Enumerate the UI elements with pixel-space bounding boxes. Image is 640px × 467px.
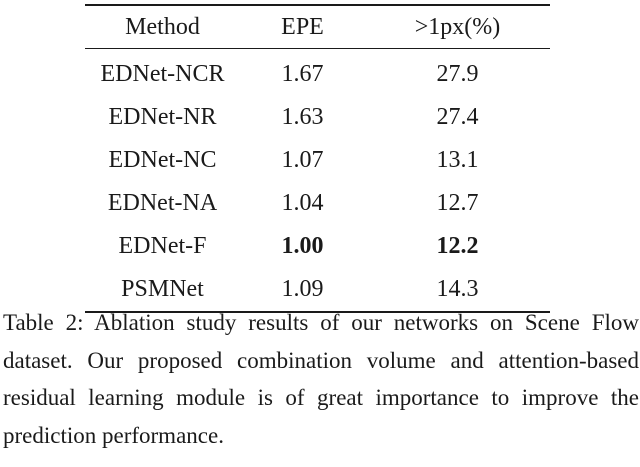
epe-cell-best: 1.00: [281, 233, 324, 259]
header-1px-percent: >1px(%): [414, 13, 501, 40]
table-row: EDNet-NCR 1.67 27.9: [85, 49, 550, 97]
px1-cell: 12.7: [436, 190, 479, 216]
table-row: EDNet-NA 1.04 12.7: [85, 182, 550, 225]
epe-cell: 1.67: [281, 61, 324, 87]
px1-cell: 27.9: [436, 61, 479, 87]
table-row-best: EDNet-F 1.00 12.2: [85, 225, 550, 268]
epe-cell: 1.63: [281, 104, 324, 130]
table-caption: Table 2: Ablation study results of our n…: [3, 310, 639, 448]
header-row: Method EPE >1px(%): [85, 5, 550, 49]
method-cell: EDNet-F: [118, 233, 207, 259]
ablation-results-table: Method EPE >1px(%) EDNet-NCR 1.67 27.9 E…: [85, 4, 550, 313]
method-cell: EDNet-NR: [108, 104, 217, 130]
method-cell: EDNet-NA: [107, 190, 218, 216]
method-cell: EDNet-NCR: [100, 61, 225, 87]
epe-cell: 1.04: [281, 190, 324, 216]
header-epe: EPE: [281, 13, 324, 40]
table-body: EDNet-NCR 1.67 27.9 EDNet-NR 1.63 27.4 E…: [85, 49, 550, 313]
px1-cell: 13.1: [436, 147, 479, 173]
header-method: Method: [125, 13, 200, 40]
epe-cell: 1.09: [281, 276, 324, 302]
method-cell: PSMNet: [121, 276, 204, 302]
px1-cell: 27.4: [436, 104, 479, 130]
table-row: EDNet-NC 1.07 13.1: [85, 139, 550, 182]
results-table-container: Method EPE >1px(%) EDNet-NCR 1.67 27.9 E…: [85, 4, 550, 313]
table-row: PSMNet 1.09 14.3: [85, 268, 550, 312]
px1-cell-best: 12.2: [436, 233, 479, 259]
method-cell: EDNet-NC: [108, 147, 217, 173]
epe-cell: 1.07: [281, 147, 324, 173]
table-header: Method EPE >1px(%): [85, 5, 550, 49]
px1-cell: 14.3: [436, 276, 479, 302]
table-row: EDNet-NR 1.63 27.4: [85, 96, 550, 139]
